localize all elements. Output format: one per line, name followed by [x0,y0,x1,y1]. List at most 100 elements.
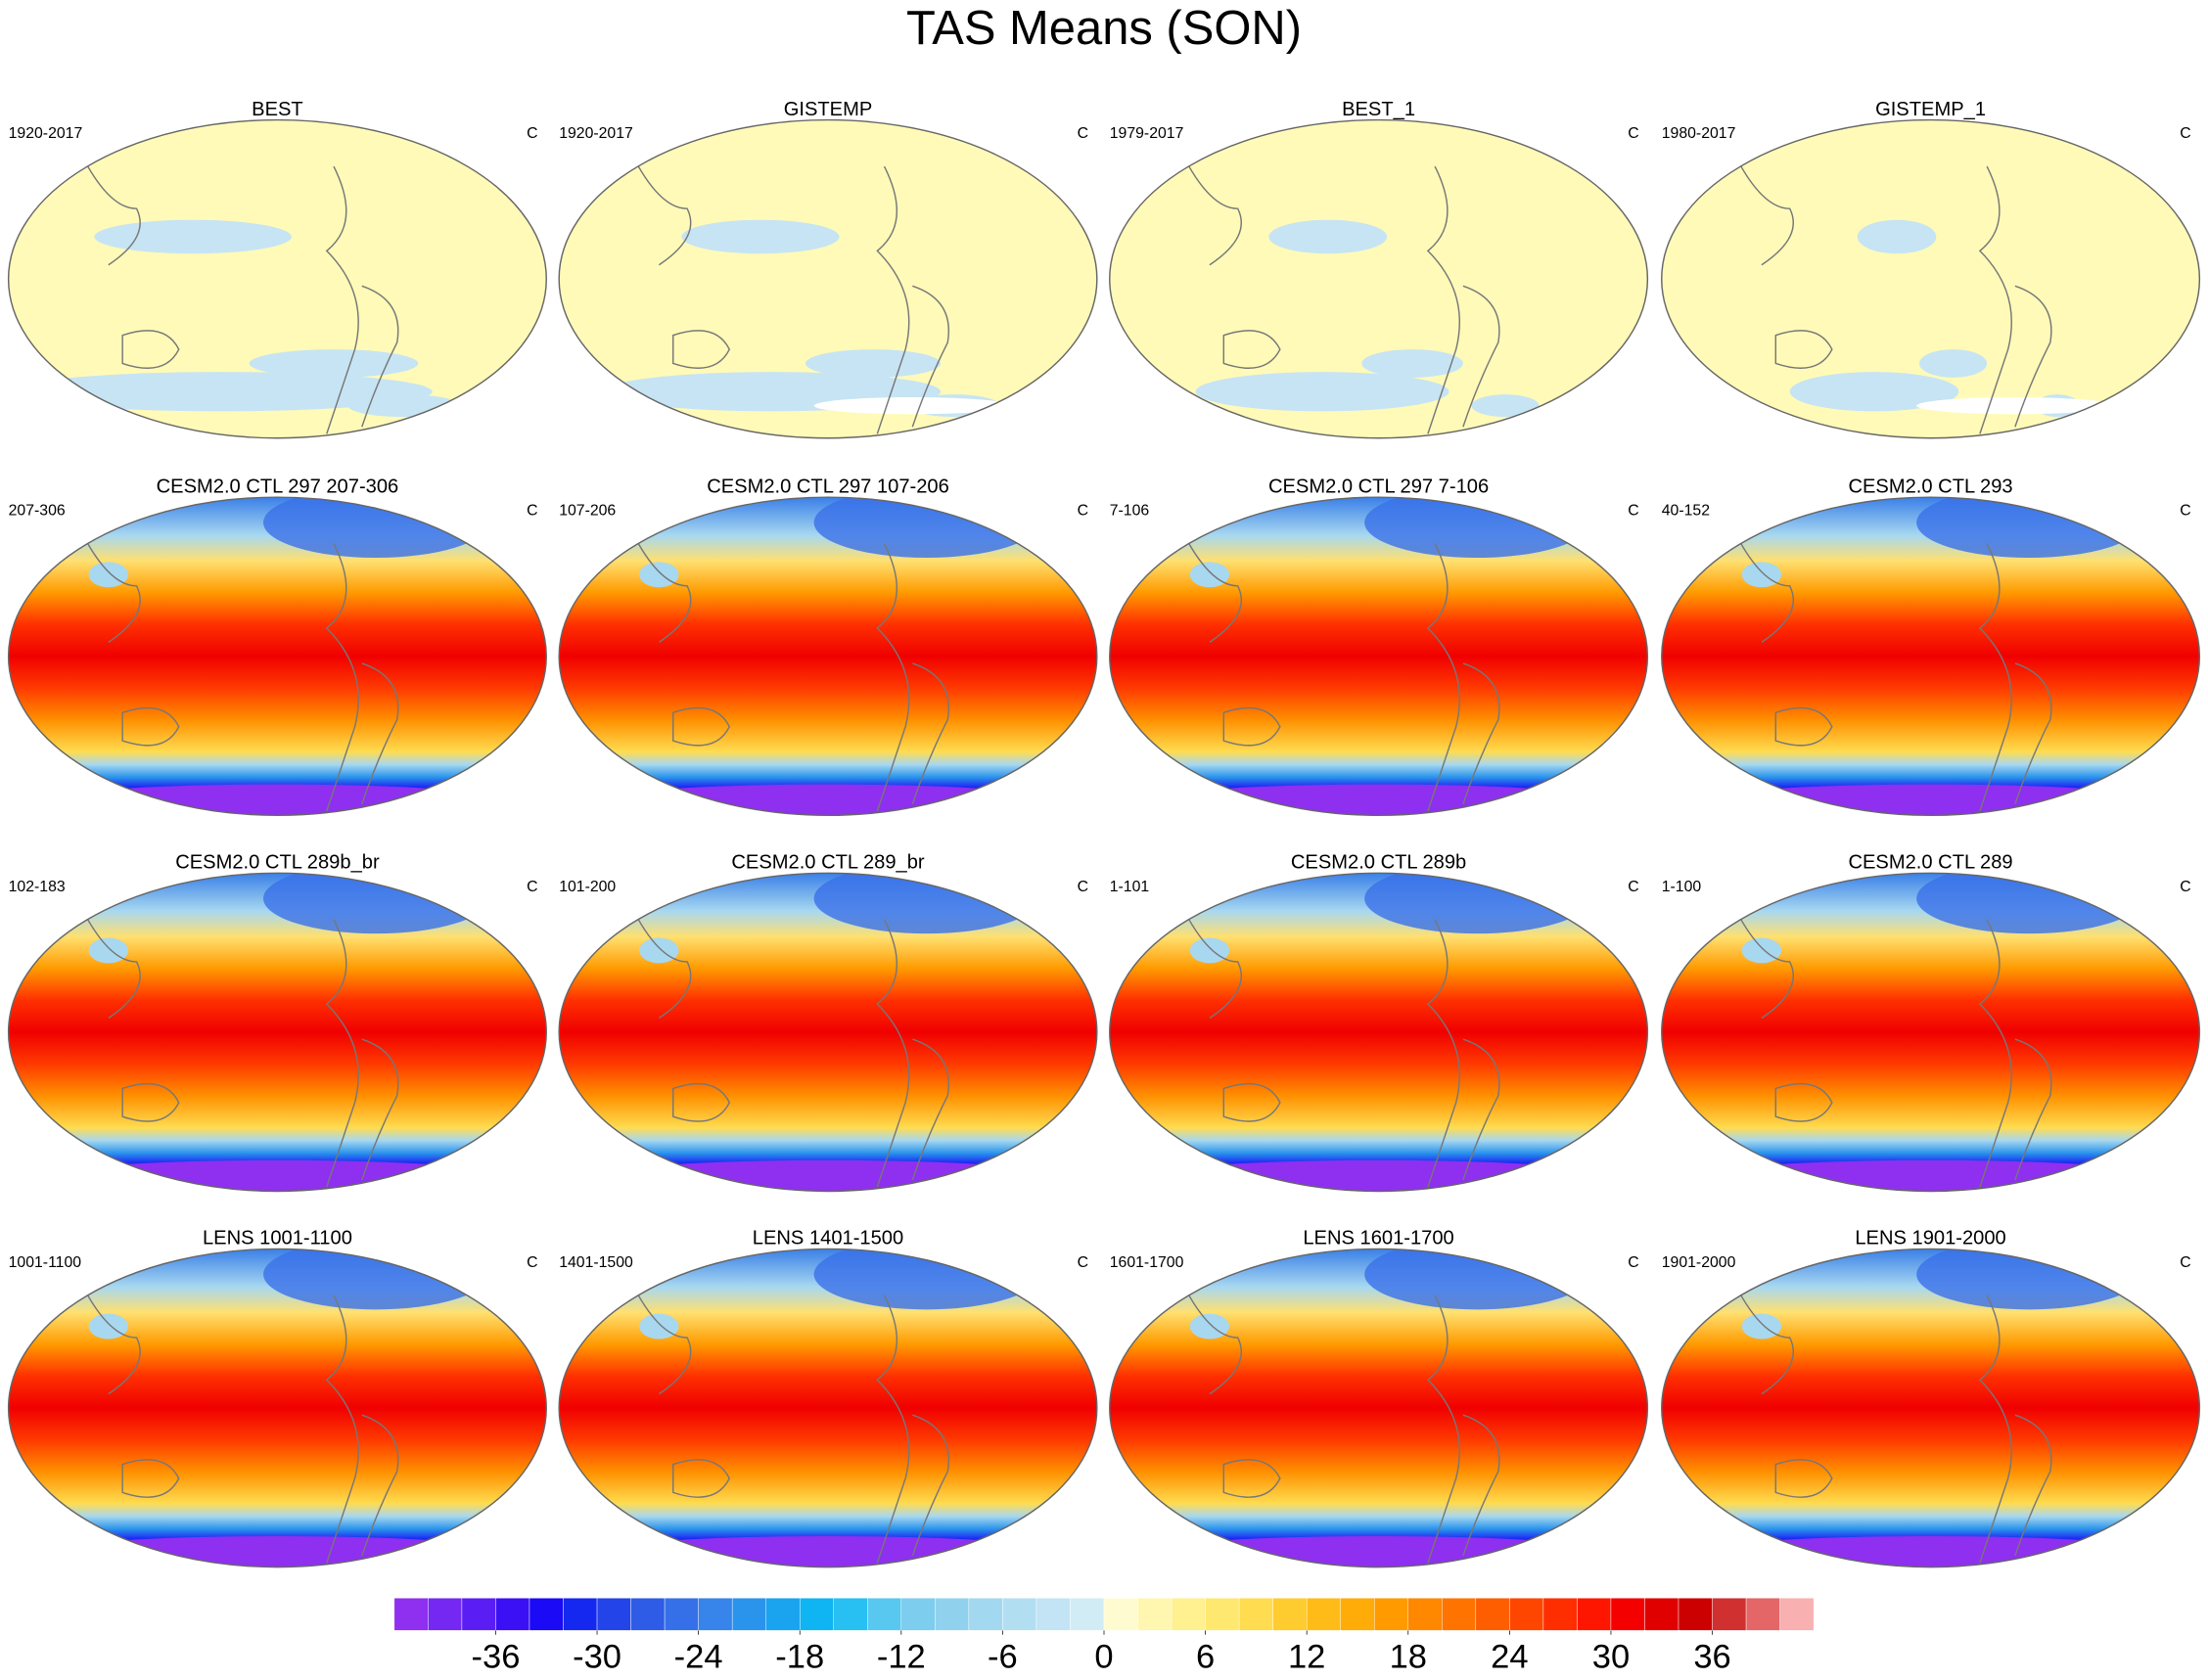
color-box [1374,1598,1408,1631]
panel-units: C [2180,503,2190,520]
map-panel: CESM2.0 CTL 297 107-206 107-206 C [558,476,1098,817]
missing-data [813,397,1012,415]
panels: BEST 1920-2017 C GISTEMP 1920-2017 C BEST_1 197… [7,99,2201,1568]
missing-data [1916,397,2114,415]
color-box [630,1598,666,1631]
anomaly-patch [347,394,461,418]
antarctica [1125,1535,1633,1567]
plateau [88,937,128,964]
map-field [1109,497,1648,816]
map-panel: CESM2.0 CTL 289 1-100 C [1661,852,2201,1193]
panel-period: 7-106 [1110,503,1150,520]
map-field [1661,1249,2200,1567]
color-box [1779,1598,1815,1631]
colorbar-tick-label: -30 [573,1638,621,1675]
map-border [1109,872,1649,1193]
color-box [1002,1598,1037,1631]
map-border [1661,118,2201,439]
color-box [495,1598,530,1631]
panel-title: LENS 1901-2000 [1855,1228,2005,1249]
panel-period: 1-101 [1110,879,1150,895]
panel-title: BEST [252,99,303,120]
plateau [639,562,679,588]
map-features [602,152,1012,434]
colorbar-tick-label: -18 [775,1638,824,1675]
panel-period: 1901-2000 [1662,1254,1736,1271]
antarctica [23,1535,531,1567]
panel-period: 1920-2017 [559,125,633,142]
map-border [1109,1248,1649,1568]
plateau [1741,937,1782,964]
map-panel: LENS 1401-1500 1401-1500 C [558,1228,1098,1568]
panel-title: CESM2.0 CTL 289b [1291,852,1466,874]
color-box [1103,1598,1138,1631]
panel-units: C [1078,1254,1088,1271]
map-border [7,1248,547,1568]
map-panel: BEST 1920-2017 C [7,99,547,439]
panel-period: 107-206 [559,503,616,520]
coastline [79,905,399,1188]
coastline [79,1281,399,1564]
map-panel: LENS 1001-1100 1001-1100 C [7,1228,547,1568]
panel-units: C [527,125,537,142]
anomaly-patch [1361,349,1463,378]
map-field [559,119,1097,438]
map-field [8,1249,547,1567]
colorbar-tick-label: 30 [1592,1638,1630,1675]
panel-units: C [1078,125,1088,142]
color-box [596,1598,631,1631]
panel-title: GISTEMP [784,99,873,120]
panel-period: 101-200 [559,879,616,895]
antarctica [1125,784,1633,816]
color-box [529,1598,564,1631]
color-box [1306,1598,1341,1631]
color-box [900,1598,936,1631]
color-box [935,1598,970,1631]
panel-units: C [527,503,537,520]
map-border [558,1248,1098,1568]
panel-units: C [1628,879,1638,895]
anomaly-patch [94,219,292,254]
coastline [79,528,399,812]
anomaly-patch [1789,372,1959,412]
coastline [1732,1281,2052,1564]
plateau [1741,562,1782,588]
map-border [1109,496,1649,817]
color-box [867,1598,902,1631]
color-box [1644,1598,1679,1631]
map-field [559,497,1097,816]
colorbar-tick-label: 6 [1196,1638,1215,1675]
color-box [731,1598,766,1631]
color-box [1577,1598,1612,1631]
anomaly-patch [1919,349,1988,378]
color-box [1407,1598,1443,1631]
color-box [1610,1598,1645,1631]
color-box [833,1598,868,1631]
map-border [7,118,547,439]
panel-units: C [2180,879,2190,895]
panel-period: 1-100 [1662,879,1702,895]
color-box [1542,1598,1578,1631]
colorbar-tick-label: -6 [988,1638,1018,1675]
color-box [428,1598,463,1631]
panel-title: CESM2.0 CTL 289b_br [175,852,380,874]
panel-title: CESM2.0 CTL 297 107-206 [707,476,949,497]
anomaly-patch [1857,219,1937,254]
plateau [1189,937,1230,964]
anomaly-patch [681,219,840,254]
panel-title: CESM2.0 CTL 289 [1848,852,2012,874]
color-box [1070,1598,1105,1631]
map-field [8,497,547,816]
anomaly-patch [10,372,433,412]
anomaly-patch [1471,394,1540,418]
panel-title: LENS 1401-1500 [753,1228,903,1249]
map-field [8,873,547,1192]
panel-title: LENS 1601-1700 [1303,1228,1453,1249]
colorbar-tick-label: -12 [877,1638,926,1675]
coastline [1180,528,1500,812]
coastline [1180,905,1500,1188]
coastline [79,152,399,434]
map-border [558,872,1098,1193]
coastline [629,528,949,812]
